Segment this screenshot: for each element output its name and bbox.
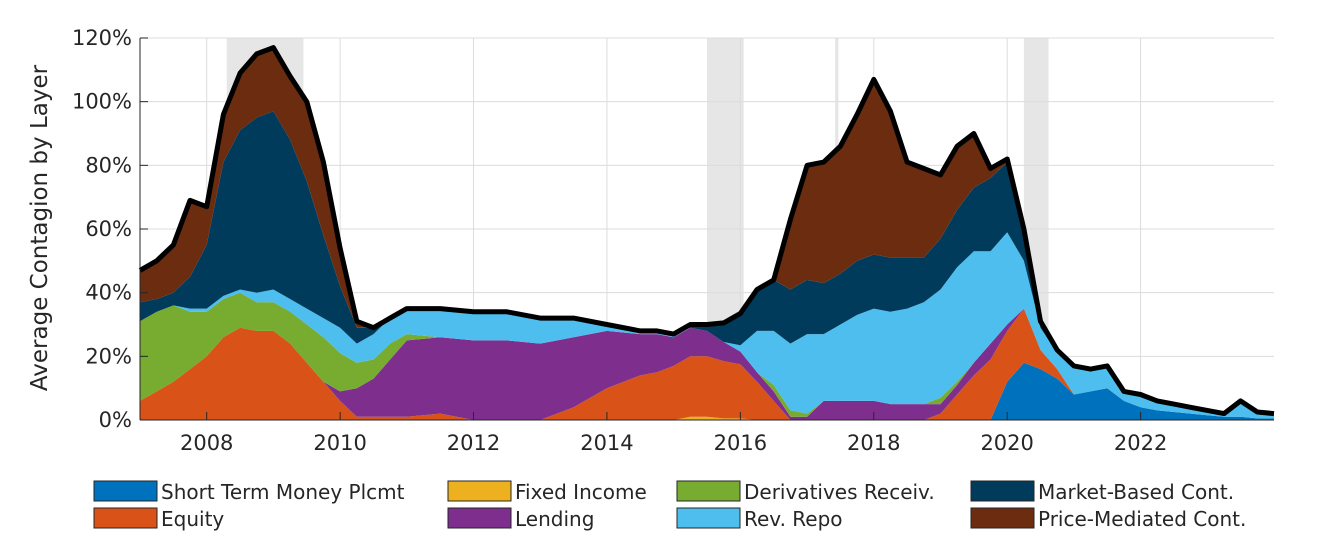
y-tick-label: 80% [85, 153, 132, 177]
x-tick-label: 2012 [447, 431, 500, 455]
legend-swatch [93, 480, 158, 502]
x-tick-label: 2020 [980, 431, 1033, 455]
x-tick-label: 2022 [1114, 431, 1167, 455]
area-short-term-money-plcmt [140, 362, 1274, 420]
legend-swatch [447, 480, 512, 502]
axes: 0% 20% 40% 60% 80% 100% 120% 2008 2010 2012 2014 20… [72, 26, 1274, 455]
area-lending [140, 308, 1274, 420]
legend-label: Rev. Repo [744, 507, 843, 531]
stacked-areas [140, 47, 1274, 420]
legend-label: Equity [161, 507, 224, 531]
legend-label: Derivatives Receiv. [744, 480, 935, 504]
area-market-based-cont [140, 111, 1274, 414]
y-tick-label: 120% [72, 26, 132, 50]
legend-label: Short Term Money Plcmt [161, 480, 405, 504]
y-tick-label: 40% [85, 281, 132, 305]
legend-swatch [970, 507, 1035, 529]
area-price-mediated-cont [140, 47, 1274, 414]
legend-swatch [676, 507, 741, 529]
area-rev-repo [140, 232, 1274, 419]
legend-swatch [676, 480, 741, 502]
y-tick-label: 60% [85, 217, 132, 241]
total-line [138, 45, 1275, 417]
legend-swatch [93, 507, 158, 529]
legend-label: Lending [515, 507, 594, 531]
x-tick-label: 2008 [180, 431, 233, 455]
area-equity [140, 308, 1274, 420]
legend-label: Market-Based Cont. [1038, 480, 1234, 504]
x-tick-label: 2018 [847, 431, 900, 455]
x-tick-label: 2014 [580, 431, 633, 455]
legend: Short Term Money Plcmt Equity Fixed Income… [86, 474, 1282, 540]
area-derivatives-receiv [140, 292, 1274, 419]
legend-swatch [447, 507, 512, 529]
legend-swatch [970, 480, 1035, 502]
y-axis-label: Average Contagion by Layer [27, 64, 53, 391]
x-tick-label: 2016 [714, 431, 767, 455]
y-tick-label: 100% [72, 90, 132, 114]
x-tick-label: 2010 [313, 431, 366, 455]
y-tick-label: 20% [85, 344, 132, 368]
y-tick-label: 0% [99, 408, 132, 432]
legend-label: Fixed Income [515, 480, 647, 504]
legend-label: Price-Mediated Cont. [1038, 507, 1246, 531]
total-contagion-line [138, 45, 1275, 417]
